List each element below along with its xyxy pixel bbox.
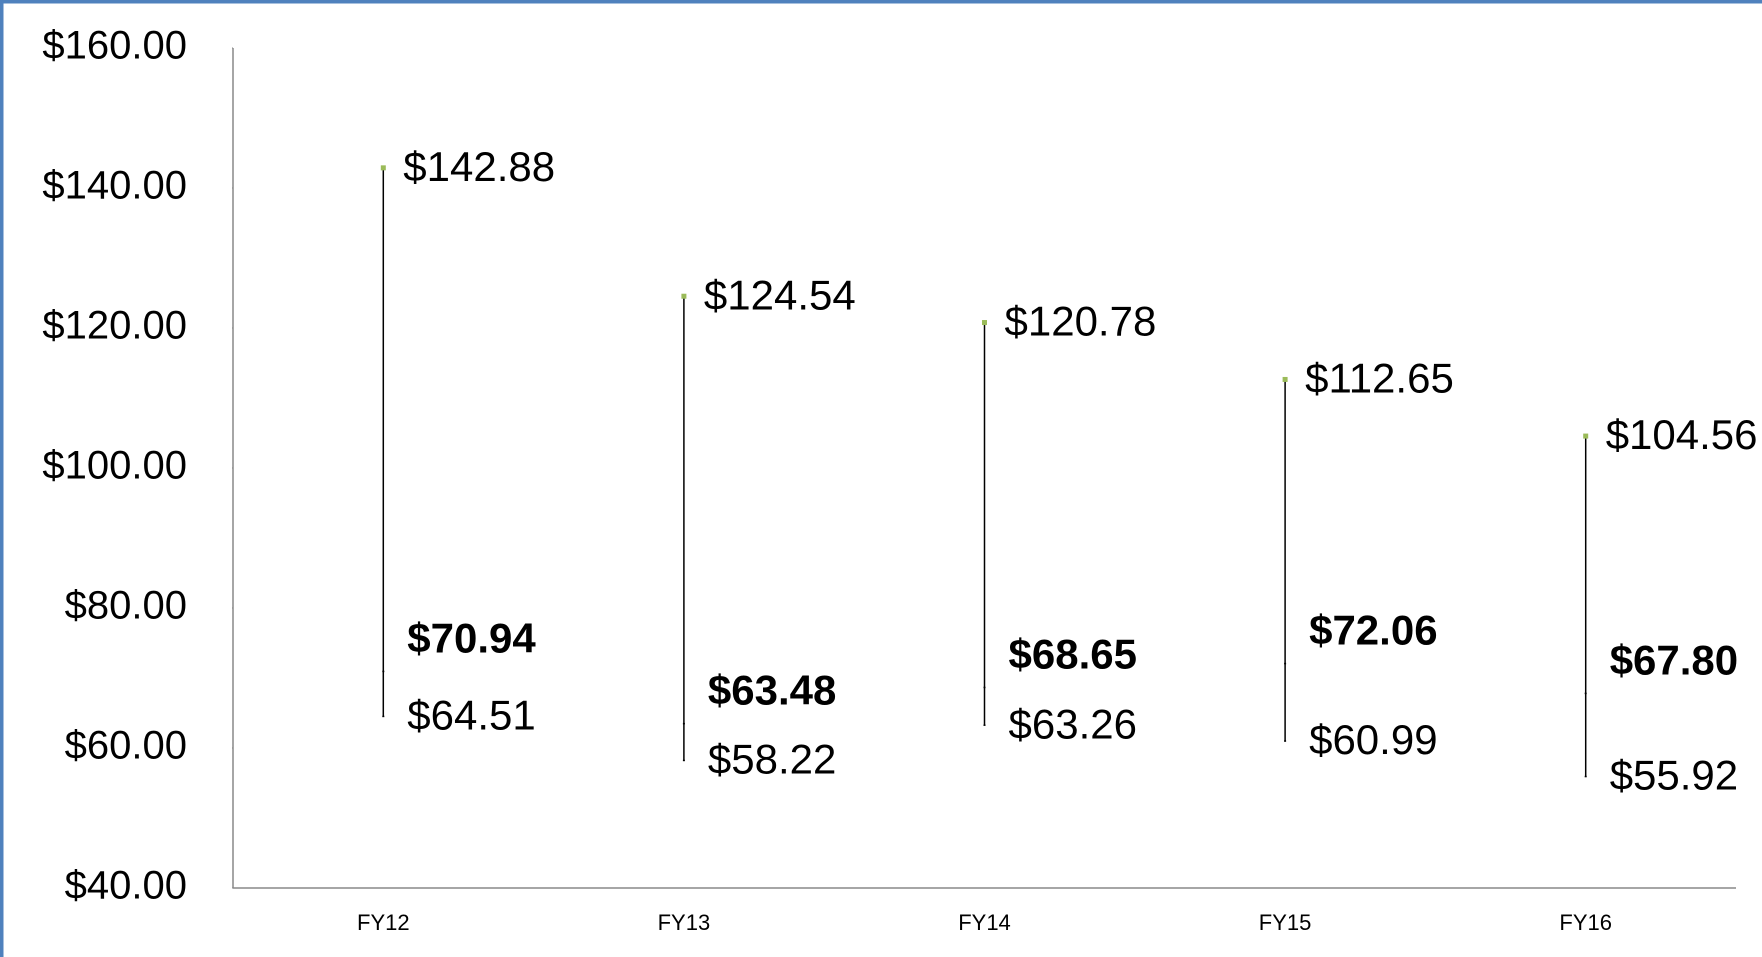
x-tick-label: FY13 [658, 910, 711, 935]
low-label: $58.22 [708, 736, 836, 783]
high-label: $142.88 [403, 143, 555, 190]
high-label: $120.78 [1005, 298, 1157, 345]
high-marker [1583, 433, 1589, 439]
mid-label: $67.80 [1610, 636, 1738, 683]
high-marker [982, 320, 987, 326]
high-label: $104.56 [1606, 411, 1758, 458]
x-tick-label: FY15 [1259, 910, 1312, 935]
x-tick-label: FY16 [1559, 910, 1612, 935]
x-tick-label: FY14 [958, 910, 1011, 935]
y-tick-label: $80.00 [65, 584, 187, 628]
y-tick-label: $140.00 [42, 164, 187, 208]
y-tick-label: $100.00 [42, 444, 187, 488]
x-tick-label: FY12 [357, 910, 410, 935]
high-marker [1282, 376, 1288, 382]
mid-label: $72.06 [1309, 607, 1437, 654]
low-label: $63.26 [1009, 700, 1137, 747]
y-tick-label: $60.00 [65, 724, 187, 768]
high-label: $124.54 [704, 271, 856, 318]
high-marker [681, 293, 687, 299]
mid-label: $63.48 [708, 667, 836, 714]
high-label: $112.65 [1305, 355, 1454, 402]
y-tick-label: $120.00 [42, 304, 187, 348]
low-label: $55.92 [1610, 752, 1738, 799]
y-tick-label: $160.00 [42, 24, 187, 68]
high-marker [380, 165, 386, 171]
mid-label: $70.94 [407, 615, 536, 662]
low-label: $64.51 [407, 692, 535, 739]
mid-label: $68.65 [1009, 631, 1137, 678]
y-tick-label: $40.00 [65, 864, 187, 908]
low-label: $60.99 [1309, 716, 1437, 763]
